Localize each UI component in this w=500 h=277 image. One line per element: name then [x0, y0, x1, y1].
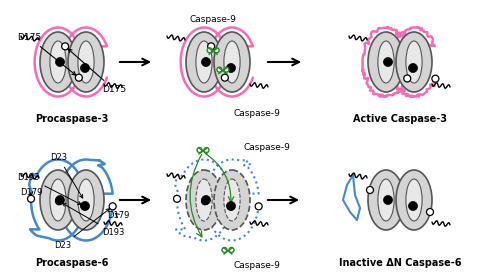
Text: D179: D179: [20, 188, 42, 197]
Circle shape: [56, 58, 64, 66]
Ellipse shape: [78, 41, 94, 83]
Circle shape: [255, 203, 262, 210]
Text: Inactive ΔN Caspase-6: Inactive ΔN Caspase-6: [339, 258, 461, 268]
Circle shape: [226, 201, 235, 211]
Ellipse shape: [224, 41, 240, 83]
Ellipse shape: [196, 179, 212, 221]
Ellipse shape: [224, 179, 240, 221]
Ellipse shape: [406, 41, 422, 83]
Circle shape: [226, 63, 235, 73]
Ellipse shape: [396, 170, 432, 230]
Ellipse shape: [186, 170, 222, 230]
Ellipse shape: [68, 170, 104, 230]
Text: Active Caspase-3: Active Caspase-3: [353, 114, 447, 124]
Circle shape: [404, 75, 411, 82]
Ellipse shape: [40, 170, 76, 230]
Ellipse shape: [368, 170, 404, 230]
Text: D175: D175: [17, 33, 76, 75]
Ellipse shape: [406, 179, 422, 221]
Ellipse shape: [186, 32, 222, 92]
Circle shape: [227, 203, 234, 210]
Text: Caspase-9: Caspase-9: [243, 142, 290, 152]
Circle shape: [56, 196, 64, 204]
Text: Procaspase-6: Procaspase-6: [36, 258, 109, 268]
Ellipse shape: [378, 179, 394, 221]
Ellipse shape: [196, 41, 212, 83]
Circle shape: [197, 147, 202, 153]
Circle shape: [208, 43, 214, 50]
Ellipse shape: [214, 170, 250, 230]
Circle shape: [432, 75, 439, 82]
Text: D23: D23: [50, 153, 82, 198]
Ellipse shape: [40, 32, 76, 92]
Circle shape: [202, 196, 210, 204]
Circle shape: [56, 198, 62, 205]
Text: D193: D193: [62, 203, 124, 237]
Circle shape: [408, 63, 418, 73]
Circle shape: [62, 43, 68, 50]
Ellipse shape: [368, 32, 404, 92]
Ellipse shape: [78, 179, 94, 221]
Ellipse shape: [68, 32, 104, 92]
Ellipse shape: [50, 179, 66, 221]
Circle shape: [81, 203, 88, 210]
Text: Caspase-9: Caspase-9: [190, 16, 237, 24]
Circle shape: [80, 63, 90, 73]
Circle shape: [202, 198, 208, 205]
Circle shape: [174, 195, 180, 202]
Circle shape: [366, 186, 374, 194]
Circle shape: [76, 74, 82, 81]
Circle shape: [222, 248, 227, 253]
Text: Caspase-9: Caspase-9: [233, 109, 280, 119]
Text: D179: D179: [107, 211, 130, 220]
Circle shape: [426, 209, 434, 216]
Circle shape: [384, 58, 392, 66]
Circle shape: [204, 147, 209, 153]
Circle shape: [222, 74, 228, 81]
Circle shape: [202, 58, 210, 66]
Circle shape: [229, 248, 234, 253]
Ellipse shape: [396, 32, 432, 92]
Circle shape: [384, 196, 392, 204]
Text: Procaspase-3: Procaspase-3: [36, 114, 109, 124]
Text: D193: D193: [17, 173, 81, 205]
Circle shape: [80, 201, 90, 211]
Circle shape: [207, 48, 212, 53]
Text: D23: D23: [54, 209, 110, 250]
Circle shape: [224, 67, 229, 72]
Circle shape: [28, 195, 34, 202]
Text: D175: D175: [68, 49, 126, 94]
Ellipse shape: [50, 41, 66, 83]
Circle shape: [109, 203, 116, 210]
Circle shape: [214, 48, 219, 53]
Ellipse shape: [214, 32, 250, 92]
Circle shape: [408, 201, 418, 211]
Text: Caspase-9: Caspase-9: [233, 261, 280, 271]
Ellipse shape: [378, 41, 394, 83]
Circle shape: [217, 67, 222, 72]
